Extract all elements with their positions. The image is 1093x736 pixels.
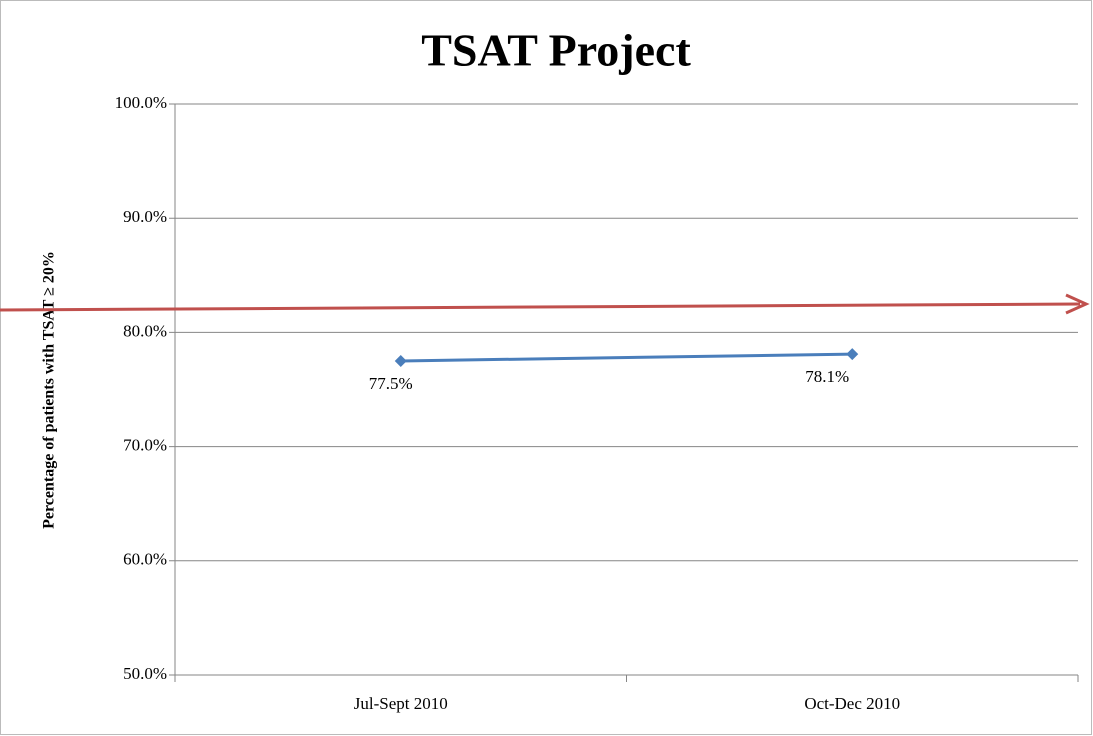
x-tick-label: Jul-Sept 2010 [354,694,448,713]
data-point [846,348,859,361]
y-tick-label: 60.0% [123,550,167,569]
y-axis-label: Percentage of patients with TSAT ≥ 20% [41,251,58,529]
data-label: 78.1% [805,367,849,386]
chart-title: TSAT Project [421,25,691,76]
y-tick-label: 100.0% [115,93,167,112]
target-arrow-head [1065,293,1090,315]
y-tick-label: 80.0% [123,321,167,340]
y-tick-label: 70.0% [123,436,167,455]
x-tick-label: Oct-Dec 2010 [804,694,900,713]
y-tick-label: 90.0% [123,207,167,226]
series-line [400,352,853,363]
data-label: 77.5% [369,374,413,393]
y-tick-label: 50.0% [123,664,167,683]
data-point [394,354,407,367]
target-arrow [0,302,1081,312]
